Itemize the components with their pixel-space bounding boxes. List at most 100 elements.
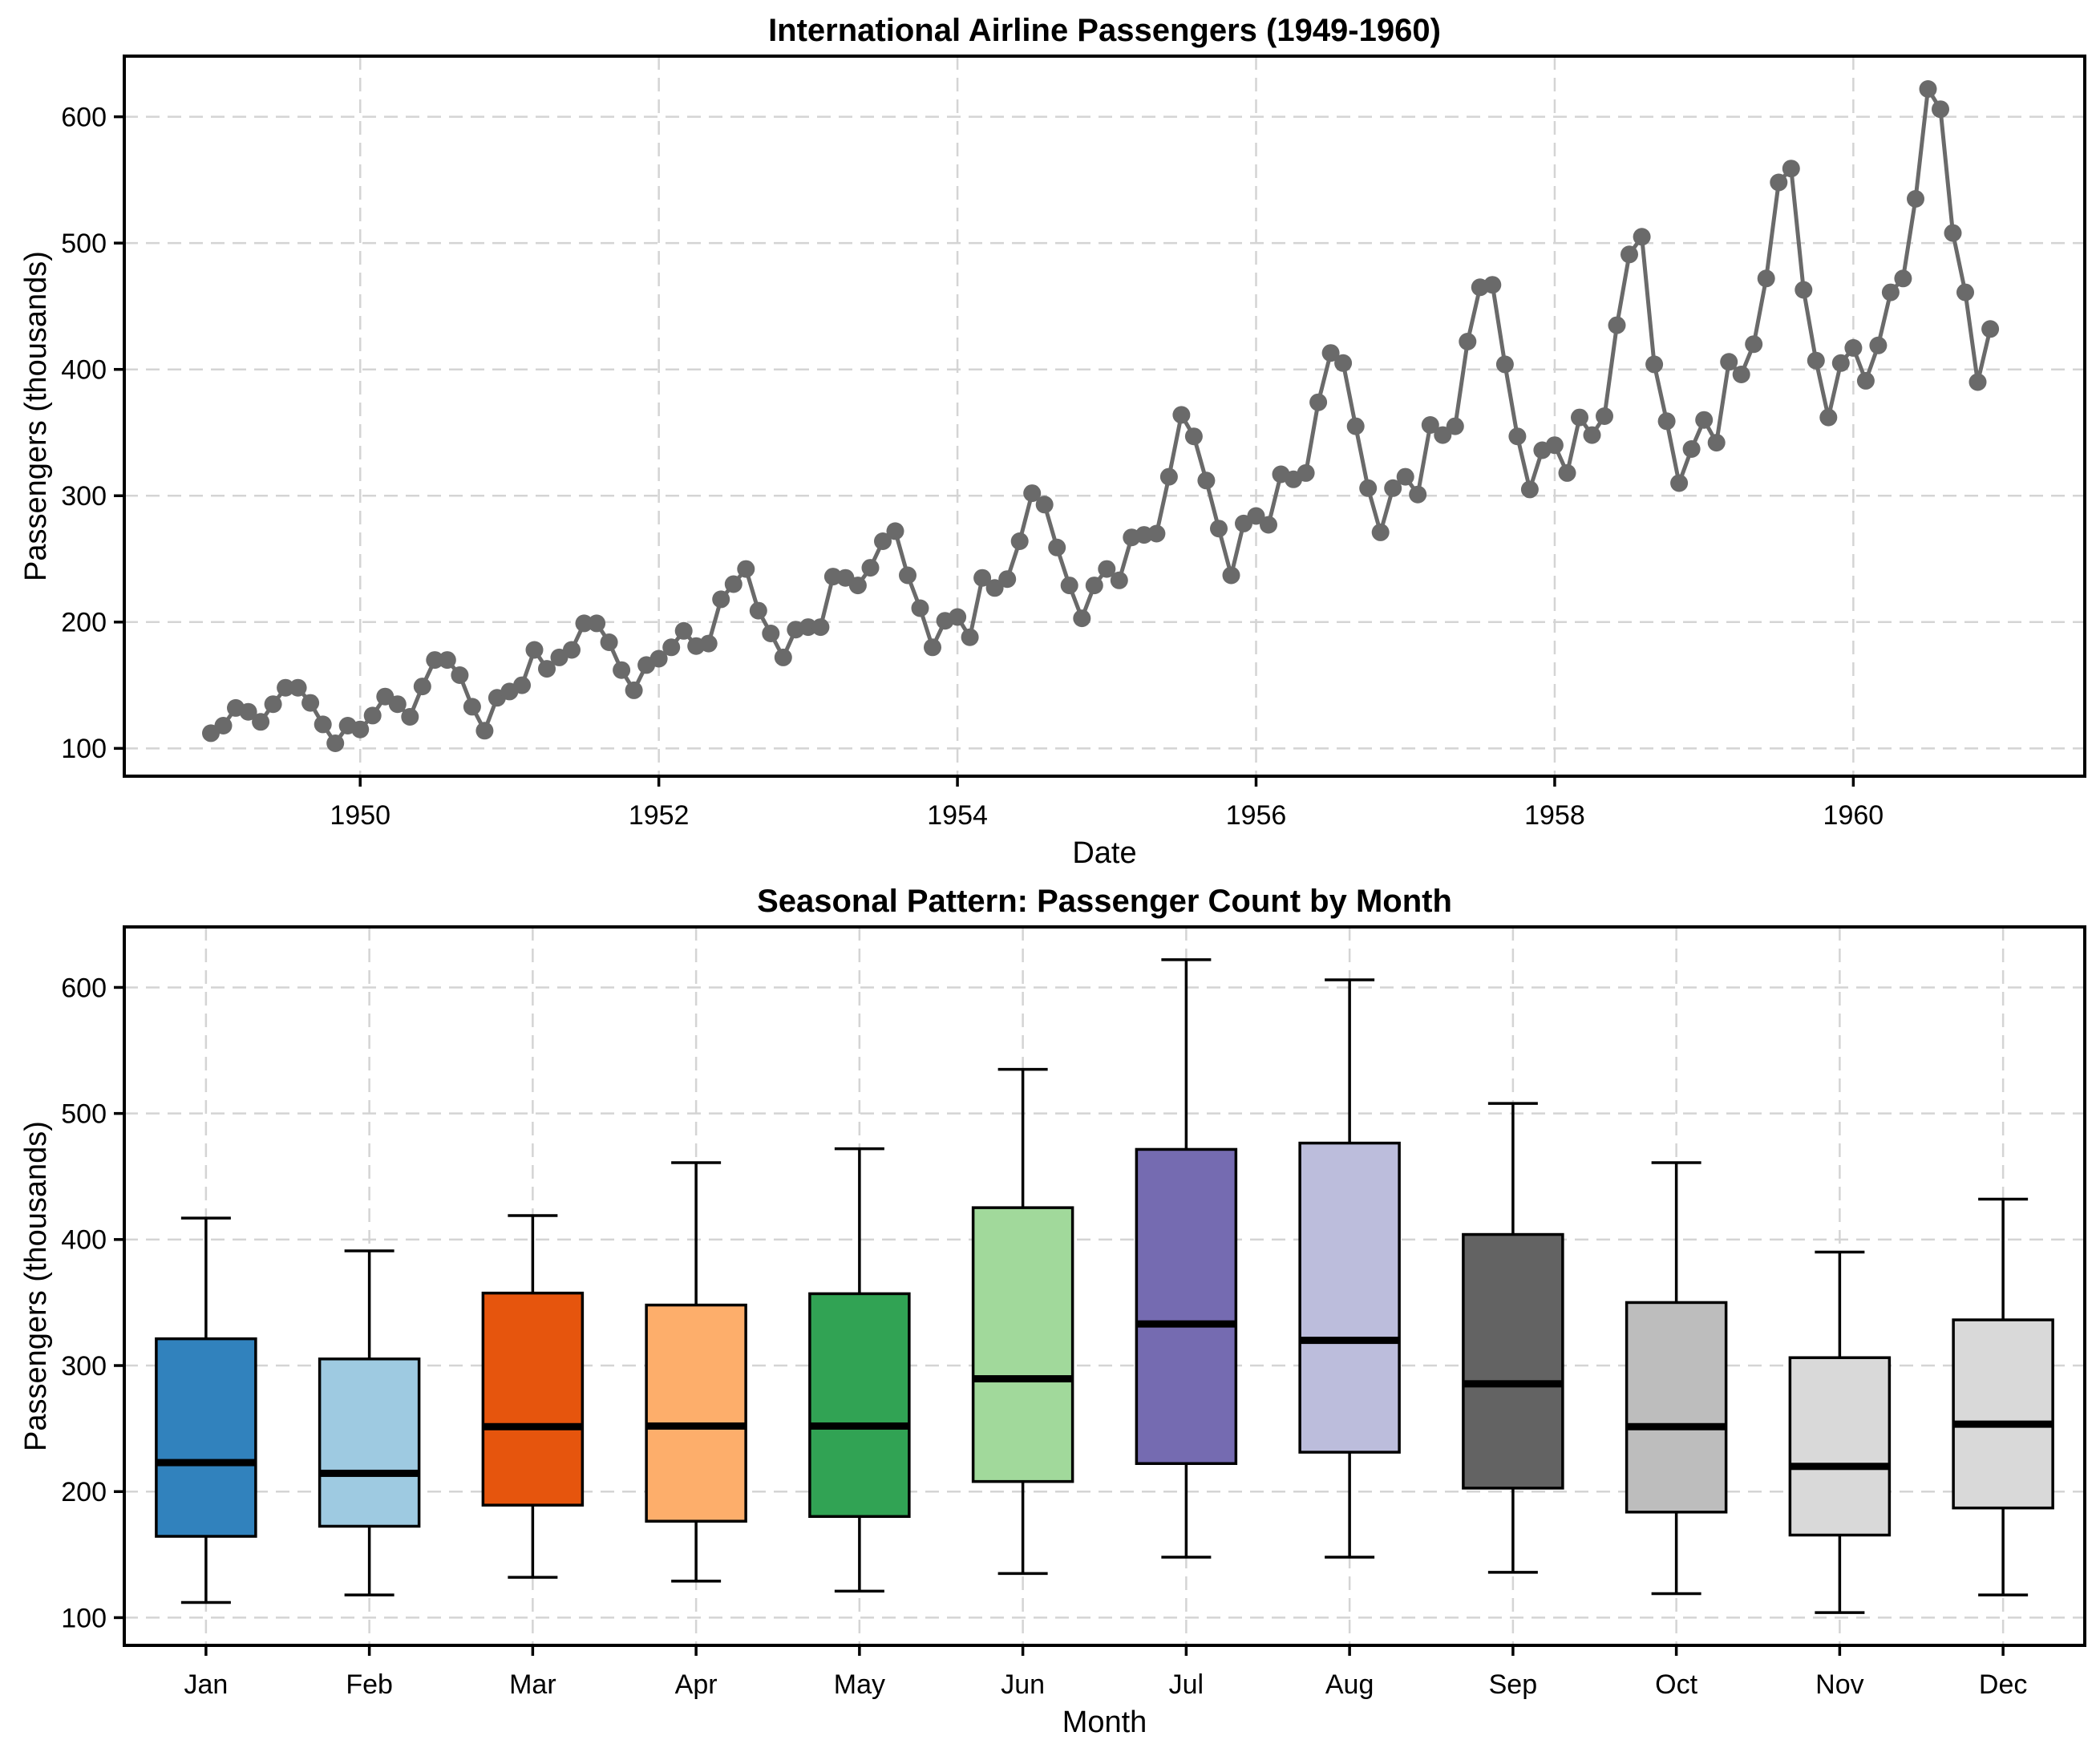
median-line bbox=[1953, 1420, 2053, 1428]
median-line bbox=[1626, 1422, 1726, 1430]
data-point bbox=[1907, 190, 1924, 208]
data-point bbox=[1944, 224, 1962, 242]
data-point bbox=[1520, 480, 1539, 499]
median-line bbox=[973, 1375, 1073, 1383]
passengers-series-line bbox=[208, 87, 1993, 746]
timeseries-y-tick-label: 100 bbox=[61, 734, 107, 764]
boxplot-x-tick-label: Apr bbox=[675, 1669, 718, 1700]
data-point bbox=[774, 648, 792, 666]
data-point bbox=[1210, 520, 1228, 538]
data-point bbox=[674, 621, 693, 640]
data-point bbox=[1346, 417, 1365, 435]
boxplot-y-tick-label: 600 bbox=[61, 973, 107, 1003]
timeseries-y-tick-label: 200 bbox=[61, 608, 107, 638]
timeseries-y-tick-label: 300 bbox=[61, 481, 107, 512]
data-point bbox=[214, 717, 233, 734]
data-point bbox=[712, 590, 730, 609]
median-line bbox=[809, 1422, 909, 1430]
median-line bbox=[1790, 1463, 1890, 1471]
data-point bbox=[289, 678, 307, 697]
data-point bbox=[649, 649, 668, 668]
box-feb bbox=[318, 1358, 421, 1528]
timeseries-xaxis-label: Date bbox=[1072, 836, 1137, 870]
data-point bbox=[1807, 351, 1825, 370]
data-point bbox=[724, 575, 742, 593]
median-line bbox=[156, 1459, 256, 1467]
boxplot-x-tick-label: Sep bbox=[1489, 1669, 1538, 1700]
data-point bbox=[1035, 496, 1054, 514]
data-point bbox=[749, 601, 767, 620]
data-point bbox=[1359, 479, 1378, 497]
data-point bbox=[1483, 276, 1502, 294]
data-point bbox=[438, 651, 456, 670]
boxplot-y-tick-label: 400 bbox=[61, 1225, 107, 1256]
data-point bbox=[1297, 463, 1315, 482]
data-point bbox=[538, 660, 556, 678]
boxplot-x-tick-label: Jan bbox=[184, 1669, 228, 1700]
data-point bbox=[1446, 417, 1464, 435]
data-point bbox=[451, 666, 469, 684]
median-line bbox=[1136, 1320, 1236, 1328]
data-point bbox=[662, 638, 681, 657]
box-jun bbox=[971, 1206, 1074, 1483]
data-point bbox=[363, 706, 382, 725]
boxplot-title: Seasonal Pattern: Passenger Count by Mon… bbox=[757, 884, 1452, 919]
data-point bbox=[1371, 523, 1390, 541]
data-point bbox=[463, 698, 481, 716]
data-point bbox=[811, 618, 830, 637]
timeseries-x-tick-label: 1954 bbox=[927, 800, 988, 831]
data-point bbox=[1932, 100, 1949, 119]
data-point bbox=[1596, 407, 1613, 425]
data-point bbox=[625, 681, 643, 699]
data-point bbox=[388, 695, 407, 714]
data-point bbox=[314, 715, 332, 734]
data-point bbox=[1819, 408, 1838, 427]
data-point bbox=[1583, 426, 1601, 444]
box-jan bbox=[155, 1337, 257, 1538]
data-point bbox=[799, 618, 817, 637]
data-point bbox=[848, 577, 867, 595]
data-point bbox=[1720, 353, 1738, 371]
data-point bbox=[1172, 406, 1191, 424]
data-point bbox=[1434, 426, 1452, 444]
data-point bbox=[1222, 566, 1240, 585]
data-point bbox=[998, 570, 1017, 589]
data-point bbox=[1707, 434, 1726, 452]
timeseries-x-tick-label: 1960 bbox=[1823, 800, 1884, 831]
data-point bbox=[1247, 507, 1265, 525]
data-point bbox=[1894, 269, 1912, 288]
data-point bbox=[1098, 560, 1116, 578]
boxplot-y-tick-label: 500 bbox=[61, 1099, 107, 1130]
boxplot-x-tick-label: Mar bbox=[509, 1669, 556, 1700]
boxplot-x-tick-label: Feb bbox=[346, 1669, 393, 1700]
boxplot-x-tick-label: Jul bbox=[1169, 1669, 1204, 1700]
timeseries-yaxis-label: Passengers (thousands) bbox=[19, 251, 53, 581]
data-point bbox=[1197, 471, 1216, 490]
timeseries-title: International Airline Passengers (1949-1… bbox=[768, 13, 1441, 48]
boxplot-yaxis-label: Passengers (thousands) bbox=[19, 1121, 53, 1451]
data-point bbox=[301, 694, 320, 712]
data-point bbox=[1856, 371, 1875, 390]
data-point bbox=[1023, 484, 1042, 503]
data-point bbox=[326, 734, 345, 752]
data-point bbox=[1782, 160, 1800, 178]
data-point bbox=[924, 638, 941, 657]
data-point bbox=[1110, 571, 1128, 589]
data-point bbox=[600, 633, 618, 651]
data-point bbox=[1881, 283, 1900, 301]
data-point bbox=[1670, 474, 1689, 492]
data-point bbox=[563, 641, 581, 659]
timeseries-y-tick-label: 600 bbox=[61, 103, 107, 133]
data-point bbox=[1421, 416, 1439, 434]
data-point bbox=[1682, 440, 1701, 458]
data-point bbox=[475, 722, 494, 740]
data-point bbox=[252, 713, 270, 731]
boxplot-spines bbox=[123, 925, 2086, 1647]
data-point bbox=[1571, 408, 1588, 427]
data-point bbox=[1770, 173, 1788, 192]
data-point bbox=[1831, 354, 1850, 372]
data-point bbox=[1159, 467, 1178, 486]
timeseries-y-tick-label: 400 bbox=[61, 355, 107, 386]
data-point bbox=[1645, 355, 1664, 374]
